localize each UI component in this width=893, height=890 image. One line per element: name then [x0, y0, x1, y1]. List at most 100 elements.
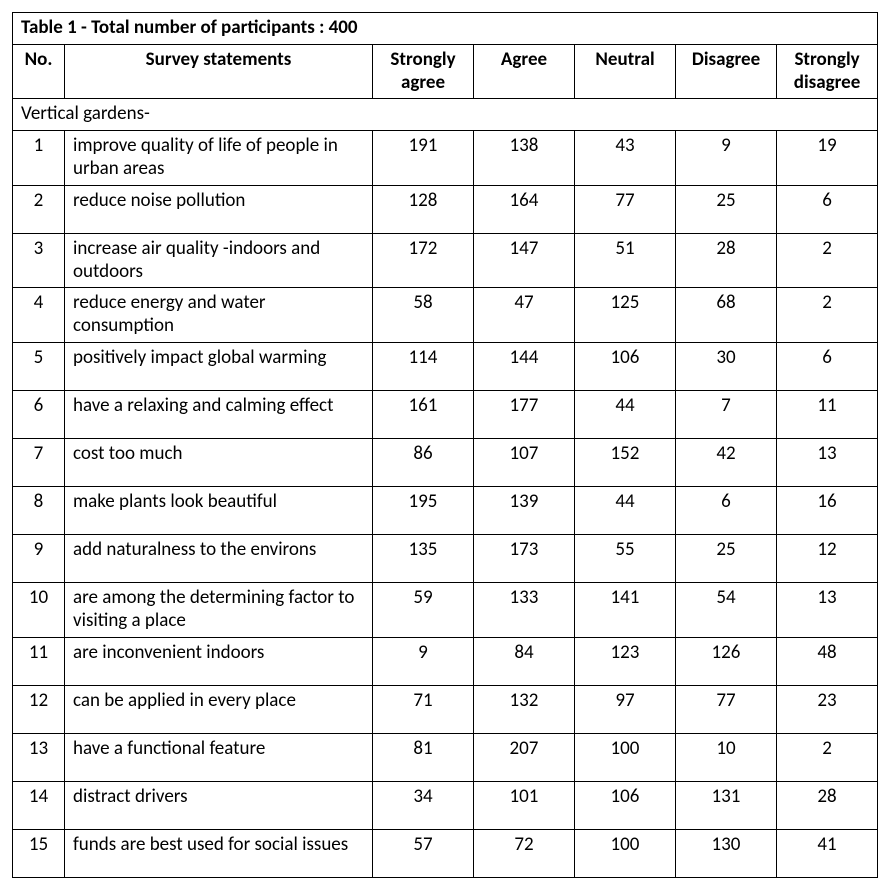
cell-strongly-agree: 135 — [373, 534, 474, 582]
cell-neutral: 44 — [575, 390, 676, 438]
cell-agree: 139 — [474, 486, 575, 534]
cell-no: 10 — [13, 582, 65, 637]
cell-strongly-agree: 191 — [373, 131, 474, 186]
cell-agree: 101 — [474, 781, 575, 829]
cell-strongly-disagree: 16 — [777, 486, 878, 534]
cell-statement: have a functional feature — [65, 733, 373, 781]
cell-no: 5 — [13, 342, 65, 390]
cell-statement: are inconvenient indoors — [65, 637, 373, 685]
cell-neutral: 100 — [575, 829, 676, 877]
cell-strongly-disagree: 23 — [777, 685, 878, 733]
cell-no: 1 — [13, 131, 65, 186]
cell-strongly-disagree: 13 — [777, 582, 878, 637]
cell-strongly-disagree: 13 — [777, 438, 878, 486]
cell-neutral: 43 — [575, 131, 676, 186]
cell-agree: 138 — [474, 131, 575, 186]
col-header-strongly-disagree: Strongly disagree — [777, 44, 878, 99]
cell-neutral: 106 — [575, 781, 676, 829]
cell-strongly-agree: 9 — [373, 637, 474, 685]
cell-strongly-agree: 57 — [373, 829, 474, 877]
cell-no: 13 — [13, 733, 65, 781]
cell-strongly-agree: 195 — [373, 486, 474, 534]
cell-disagree: 10 — [676, 733, 777, 781]
cell-agree: 173 — [474, 534, 575, 582]
table-row: 4 reduce energy and water consumption 58… — [13, 288, 878, 343]
cell-strongly-disagree: 6 — [777, 342, 878, 390]
cell-agree: 177 — [474, 390, 575, 438]
cell-disagree: 131 — [676, 781, 777, 829]
cell-agree: 107 — [474, 438, 575, 486]
cell-disagree: 30 — [676, 342, 777, 390]
cell-strongly-agree: 114 — [373, 342, 474, 390]
cell-strongly-agree: 81 — [373, 733, 474, 781]
cell-disagree: 25 — [676, 534, 777, 582]
col-header-disagree: Disagree — [676, 44, 777, 99]
cell-strongly-agree: 71 — [373, 685, 474, 733]
table-row: 9 add naturalness to the environs 135 17… — [13, 534, 878, 582]
cell-neutral: 125 — [575, 288, 676, 343]
table-title-row: Table 1 - Total number of participants :… — [13, 13, 878, 45]
cell-statement: improve quality of life of people in urb… — [65, 131, 373, 186]
cell-strongly-agree: 128 — [373, 185, 474, 233]
table-row: 13 have a functional feature 81 207 100 … — [13, 733, 878, 781]
cell-no: 7 — [13, 438, 65, 486]
cell-disagree: 42 — [676, 438, 777, 486]
cell-no: 3 — [13, 233, 65, 288]
cell-statement: can be applied in every place — [65, 685, 373, 733]
cell-strongly-agree: 161 — [373, 390, 474, 438]
col-header-no: No. — [13, 44, 65, 99]
table-row: 7 cost too much 86 107 152 42 13 — [13, 438, 878, 486]
cell-statement: reduce noise pollution — [65, 185, 373, 233]
cell-disagree: 77 — [676, 685, 777, 733]
cell-statement: distract drivers — [65, 781, 373, 829]
table-row: 11 are inconvenient indoors 9 84 123 126… — [13, 637, 878, 685]
cell-statement: positively impact global warming — [65, 342, 373, 390]
table-row: 12 can be applied in every place 71 132 … — [13, 685, 878, 733]
cell-neutral: 55 — [575, 534, 676, 582]
col-header-statements: Survey statements — [65, 44, 373, 99]
table-row: 2 reduce noise pollution 128 164 77 25 6 — [13, 185, 878, 233]
cell-statement: are among the determining factor to visi… — [65, 582, 373, 637]
cell-strongly-disagree: 41 — [777, 829, 878, 877]
cell-no: 2 — [13, 185, 65, 233]
cell-no: 12 — [13, 685, 65, 733]
cell-agree: 72 — [474, 829, 575, 877]
cell-agree: 164 — [474, 185, 575, 233]
cell-neutral: 152 — [575, 438, 676, 486]
cell-disagree: 25 — [676, 185, 777, 233]
cell-neutral: 106 — [575, 342, 676, 390]
cell-disagree: 68 — [676, 288, 777, 343]
cell-disagree: 6 — [676, 486, 777, 534]
cell-strongly-disagree: 2 — [777, 233, 878, 288]
cell-disagree: 9 — [676, 131, 777, 186]
table-row: 15 funds are best used for social issues… — [13, 829, 878, 877]
survey-table: Table 1 - Total number of participants :… — [12, 12, 878, 878]
cell-agree: 207 — [474, 733, 575, 781]
table-section-row: Vertical gardens- — [13, 99, 878, 131]
cell-no: 11 — [13, 637, 65, 685]
cell-disagree: 130 — [676, 829, 777, 877]
col-header-strongly-agree: Strongly agree — [373, 44, 474, 99]
col-header-neutral: Neutral — [575, 44, 676, 99]
cell-statement: add naturalness to the environs — [65, 534, 373, 582]
cell-statement: funds are best used for social issues — [65, 829, 373, 877]
cell-strongly-disagree: 6 — [777, 185, 878, 233]
table-row: 1 improve quality of life of people in u… — [13, 131, 878, 186]
table-title: Table 1 - Total number of participants :… — [13, 13, 878, 45]
cell-statement: make plants look beautiful — [65, 486, 373, 534]
cell-neutral: 123 — [575, 637, 676, 685]
table-row: 14 distract drivers 34 101 106 131 28 — [13, 781, 878, 829]
cell-statement: have a relaxing and calming effect — [65, 390, 373, 438]
table-row: 10 are among the determining factor to v… — [13, 582, 878, 637]
cell-agree: 133 — [474, 582, 575, 637]
cell-strongly-agree: 59 — [373, 582, 474, 637]
table-row: 5 positively impact global warming 114 1… — [13, 342, 878, 390]
cell-disagree: 7 — [676, 390, 777, 438]
cell-statement: cost too much — [65, 438, 373, 486]
cell-no: 9 — [13, 534, 65, 582]
cell-no: 6 — [13, 390, 65, 438]
cell-strongly-disagree: 12 — [777, 534, 878, 582]
cell-strongly-agree: 86 — [373, 438, 474, 486]
cell-strongly-disagree: 28 — [777, 781, 878, 829]
cell-neutral: 100 — [575, 733, 676, 781]
